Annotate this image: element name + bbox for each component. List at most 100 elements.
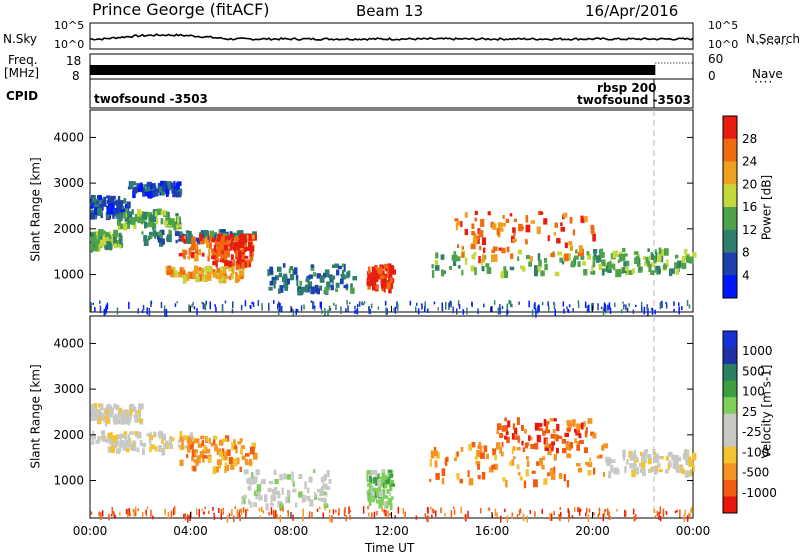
cpid-panel-frame <box>89 78 694 109</box>
nsky-series-line <box>89 33 694 41</box>
power-colorbar-swatch <box>723 252 737 276</box>
y-tick-label: 4000 <box>53 336 84 350</box>
cpid-label: CPID <box>6 89 39 103</box>
power-region-6 <box>211 233 255 271</box>
nsearch-label: N.Search <box>746 32 800 46</box>
velocity-colorbar-swatch <box>723 331 737 349</box>
power-region-3 <box>127 180 183 199</box>
noise-right-tick-top: 10^5 <box>708 19 739 32</box>
velocity-colorbar-label: Velocity [m s-1] <box>759 364 774 459</box>
power-colorbar-tick-label: 8 <box>742 246 750 260</box>
station-title: Prince George (fitACF) <box>92 0 270 19</box>
velocity-colorbar-swatch <box>723 479 737 497</box>
velocity-colorbar-tick-label: -25 <box>742 425 762 439</box>
velocity-colorbar-tick-label: 1000 <box>742 344 773 358</box>
velocity-colorbar-swatch <box>723 364 737 382</box>
power-region-10 <box>431 249 659 279</box>
velocity-colorbar-swatch <box>723 496 737 514</box>
x-tick-label: 00:00 <box>676 524 711 538</box>
noise-left-tick-top: 10^5 <box>54 19 85 32</box>
velocity-colorbar-tick-label: 25 <box>742 405 757 419</box>
velocity-colorbar-swatch <box>723 413 737 431</box>
velocity-region-2 <box>179 435 258 475</box>
frequency-band <box>90 65 656 75</box>
y-tick-label: 4000 <box>53 130 84 144</box>
beam-title: Beam 13 <box>356 2 424 20</box>
velocity-region-6 <box>496 417 597 454</box>
y-tick-label: 3000 <box>53 176 84 190</box>
velocity-colorbar-frame <box>722 330 738 514</box>
velocity-colorbar-swatch <box>723 446 737 464</box>
velocity-colorbar-tick-label: -1000 <box>742 486 777 500</box>
power-colorbar-tick-label: 28 <box>742 132 757 146</box>
nsky-label: N.Sky <box>3 32 38 46</box>
power-colorbar-swatch <box>723 207 737 231</box>
velocity-colorbar-swatch <box>723 380 737 398</box>
power-ground-scatter <box>90 300 691 318</box>
cpid-rbsp-label: rbsp 200 <box>597 81 657 95</box>
velocity-colorbar-swatch <box>723 347 737 365</box>
power-colorbar-tick-label: 24 <box>742 155 757 169</box>
power-region-9 <box>366 263 396 294</box>
x-tick-label: 20:00 <box>575 524 610 538</box>
velocity-colorbar-swatch <box>723 463 737 481</box>
power-colorbar-swatch <box>723 184 737 208</box>
y-tick-label: 1000 <box>53 268 84 282</box>
noise-panel-frame <box>89 22 694 50</box>
power-colorbar-swatch <box>723 116 737 140</box>
velocity-colorbar-swatch <box>723 430 737 448</box>
x-tick-label: 04:00 <box>173 524 208 538</box>
velocity-colorbar-tick-label: -500 <box>742 466 769 480</box>
power-region-2 <box>115 208 182 232</box>
velocity-region-5 <box>429 441 608 489</box>
y-tick-label: 2000 <box>53 428 84 442</box>
freq-left-tick-bottom: 8 <box>72 69 80 83</box>
x-tick-label: 12:00 <box>374 524 409 538</box>
power-colorbar-frame <box>722 115 738 299</box>
power-region-7 <box>165 265 245 284</box>
power-colorbar-tick-label: 12 <box>742 223 757 237</box>
power-colorbar-label: Power [dB] <box>759 174 774 241</box>
velocity-colorbar-tick-label: 500 <box>742 364 765 378</box>
velocity-colorbar-swatch <box>723 397 737 415</box>
freq-right-tick-top: 60 <box>708 52 724 66</box>
power-colorbar-swatch <box>723 229 737 253</box>
velocity-region-7 <box>605 449 697 479</box>
y-tick-label: 3000 <box>53 382 84 396</box>
power-region-12 <box>592 247 697 278</box>
power-region-0 <box>90 229 124 253</box>
velocity-region-3 <box>241 469 332 511</box>
power-colorbar-swatch <box>723 161 737 185</box>
power-region-8 <box>267 263 358 296</box>
power-colorbar-tick-label: 20 <box>742 177 757 191</box>
velocity-ground-scatter <box>90 506 693 523</box>
velocity-colorbar-tick-label: 100 <box>742 385 765 399</box>
nave-dotted: ···· <box>754 75 774 89</box>
y-tick-label: 2000 <box>53 222 84 236</box>
x-axis-label: Time UT <box>365 541 415 555</box>
nsearch-dotted: ······· <box>756 37 790 51</box>
velocity-region-1 <box>90 430 195 456</box>
x-tick-label: 16:00 <box>475 524 510 538</box>
y-tick-label: 1000 <box>53 474 84 488</box>
date-title: 16/Apr/2016 <box>585 2 679 20</box>
freq-right-tick-bottom: 0 <box>708 69 716 83</box>
power-y-label: Slant Range [km] <box>28 157 43 262</box>
x-tick-label: 08:00 <box>274 524 309 538</box>
freq-left-tick-top: 18 <box>66 54 82 68</box>
velocity-y-label: Slant Range [km] <box>28 364 43 469</box>
cpid-second-label: twofsound -3503 <box>577 93 691 107</box>
power-colorbar-swatch <box>723 275 737 299</box>
velocity-region-4 <box>366 469 396 511</box>
freq-label: Freq. <box>8 53 38 67</box>
power-region-11 <box>454 210 596 264</box>
power-colorbar-swatch <box>723 138 737 162</box>
noise-left-tick-bottom: 10^0 <box>54 38 85 51</box>
velocity-region-0 <box>90 403 144 427</box>
noise-right-tick-bottom: 10^0 <box>708 38 739 51</box>
nave-label: Nave <box>752 67 783 81</box>
x-tick-label: 00:00 <box>73 524 108 538</box>
mhz-label: [MHz] <box>4 66 40 80</box>
velocity-colorbar-tick-label: -100 <box>742 445 769 459</box>
